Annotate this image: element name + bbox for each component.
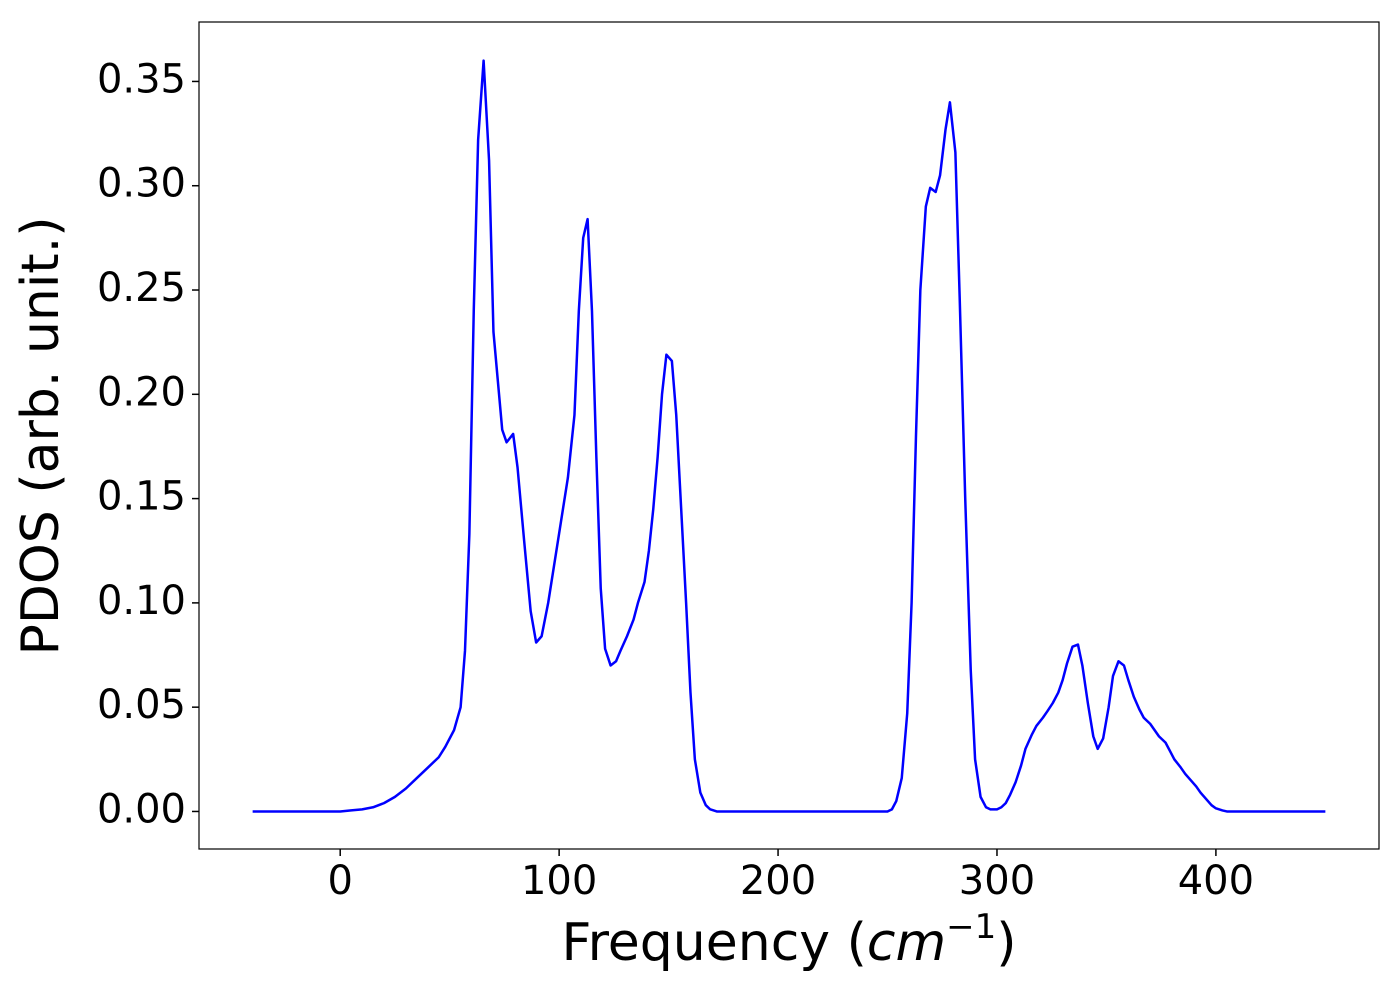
x-tick-label: 400 (1178, 858, 1254, 904)
x-tick-label: 300 (959, 858, 1035, 904)
x-label-exponent: −1 (946, 907, 996, 947)
y-tick-label: 0.15 (97, 474, 186, 520)
x-tick-label: 100 (521, 858, 597, 904)
x-label-text: ) (996, 913, 1016, 973)
x-label-text: Frequency ( (561, 913, 866, 973)
y-tick-label: 0.00 (97, 786, 186, 832)
y-tick-label: 0.05 (97, 682, 186, 728)
y-tick-label: 0.25 (97, 265, 186, 311)
plot-frame (198, 21, 1380, 850)
data-line (252, 59, 1326, 813)
x-tick-label: 200 (740, 858, 816, 904)
x-label-math: cm (867, 913, 946, 973)
x-axis-label: Frequency (cm−1) (561, 907, 1016, 974)
y-tick-label: 0.35 (97, 56, 186, 102)
y-tick-label: 0.20 (97, 369, 186, 415)
y-tick-label: 0.30 (97, 161, 186, 207)
y-axis-label: PDOS (arb. unit.) (11, 216, 71, 655)
y-tick-label: 0.10 (97, 578, 186, 624)
x-tick-label: 0 (327, 858, 352, 904)
